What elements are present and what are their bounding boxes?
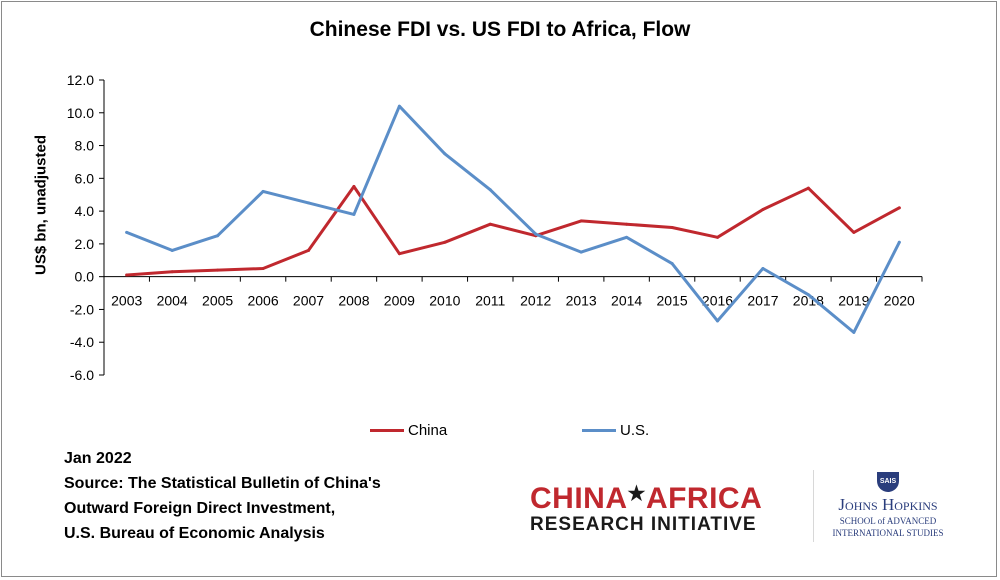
data-point-china — [216, 268, 220, 272]
x-tick-label: 2010 — [429, 293, 460, 309]
x-tick-label: 2015 — [656, 293, 687, 309]
note-source-line1: Source: The Statistical Bulletin of Chin… — [64, 475, 381, 492]
y-tick-label: 12.0 — [67, 72, 94, 88]
data-point-china — [125, 273, 129, 277]
car-logo-africa: AFRICA — [645, 482, 763, 515]
x-tick-label: 2003 — [111, 293, 142, 309]
note-source-line3: U.S. Bureau of Economic Analysis — [64, 525, 325, 542]
data-point-us — [579, 250, 583, 254]
data-point-us — [716, 319, 719, 323]
x-tick-label: 2005 — [202, 293, 233, 309]
data-point-china — [761, 207, 765, 211]
x-tick-label: 2008 — [338, 293, 369, 309]
data-point-us — [761, 266, 765, 270]
x-tick-label: 2014 — [611, 293, 642, 309]
data-point-us — [443, 152, 447, 156]
data-point-china — [397, 252, 401, 256]
x-tick-label: 2004 — [157, 293, 188, 309]
data-point-us — [852, 330, 856, 334]
data-point-china — [852, 230, 856, 234]
y-tick-label: 6.0 — [75, 170, 95, 186]
data-point-us — [670, 262, 674, 266]
china-africa-research-initiative-logo: CHINA★AFRICA RESEARCH INITIATIVE — [530, 479, 792, 536]
car-logo-top: CHINA★AFRICA — [530, 479, 792, 514]
chart-title: Chinese FDI vs. US FDI to Africa, Flow — [309, 18, 691, 41]
data-point-china — [579, 219, 583, 223]
x-tick-label: 2017 — [747, 293, 778, 309]
logo-divider — [813, 470, 814, 542]
data-point-china — [806, 186, 810, 190]
data-point-china — [307, 248, 310, 252]
car-logo-china: CHINA — [530, 482, 628, 515]
data-point-china — [897, 206, 901, 210]
jhu-school-line1: SCHOOL of ADVANCED — [839, 516, 937, 526]
jhu-name: Johns Hopkins — [838, 495, 938, 514]
y-tick-label: 10.0 — [67, 105, 94, 121]
data-point-china — [488, 222, 492, 226]
y-axis-title-wrap: US$ bn, unadjusted — [31, 135, 51, 275]
x-tick-label: 2012 — [520, 293, 551, 309]
y-tick-label: -6.0 — [70, 367, 94, 383]
legend-label-us: U.S. — [620, 422, 650, 439]
x-tick-label: 2018 — [793, 293, 824, 309]
note-source-line2: Outward Foreign Direct Investment, — [64, 500, 336, 517]
y-tick-label: 4.0 — [75, 203, 95, 219]
data-point-us — [625, 235, 629, 239]
y-tick-label: -4.0 — [70, 334, 94, 350]
data-point-us — [897, 240, 901, 244]
legend-swatch-us — [582, 429, 616, 432]
x-tick-label: 2011 — [475, 293, 505, 309]
data-point-us — [534, 232, 538, 236]
x-tick-label: 2020 — [884, 293, 915, 309]
data-point-china — [352, 185, 356, 189]
y-axis-title: US$ bn, unadjusted — [32, 134, 50, 276]
y-tick-label: -2.0 — [70, 301, 94, 317]
x-tick-label: 2013 — [566, 293, 597, 309]
data-point-us — [806, 293, 810, 297]
jhu-school-line2: INTERNATIONAL STUDIES — [832, 528, 944, 538]
data-point-china — [625, 222, 629, 226]
data-point-china — [670, 226, 674, 229]
series-line-us — [125, 104, 901, 334]
y-tick-label: 8.0 — [75, 138, 95, 154]
x-tick-label: 2009 — [384, 293, 415, 309]
data-point-china — [261, 266, 265, 270]
data-point-us — [488, 188, 492, 192]
data-point-us — [397, 104, 401, 108]
series-line-china — [125, 185, 901, 277]
data-point-china — [443, 240, 447, 244]
y-tick-label: 2.0 — [75, 236, 95, 252]
legend-item-us: U.S. — [582, 422, 649, 439]
legend-item-china: China — [370, 422, 447, 439]
data-point-us — [216, 234, 220, 238]
data-point-us — [261, 189, 265, 193]
data-point-us — [307, 201, 310, 205]
x-tick-label: 2019 — [838, 293, 869, 309]
note-date: Jan 2022 — [64, 450, 132, 467]
star-icon: ★ — [627, 483, 646, 505]
data-point-us — [170, 248, 174, 252]
data-point-us — [352, 212, 356, 216]
x-tick-label: 2006 — [247, 293, 278, 309]
car-logo-bottom: RESEARCH INITIATIVE — [530, 514, 757, 535]
source-note: Jan 2022 Source: The Statistical Bulleti… — [64, 446, 381, 546]
johns-hopkins-sais-logo: SAIS Johns Hopkins SCHOOL of ADVANCED IN… — [823, 472, 953, 538]
shield-icon: SAIS — [877, 472, 899, 492]
y-tick-label: 0.0 — [75, 269, 95, 285]
x-tick-label: 2016 — [702, 293, 733, 309]
legend-swatch-china — [370, 429, 404, 432]
legend-label-china: China — [408, 422, 448, 439]
data-point-china — [716, 235, 719, 239]
x-tick-label: 2007 — [293, 293, 324, 309]
data-point-china — [170, 270, 174, 274]
data-point-us — [125, 230, 129, 234]
